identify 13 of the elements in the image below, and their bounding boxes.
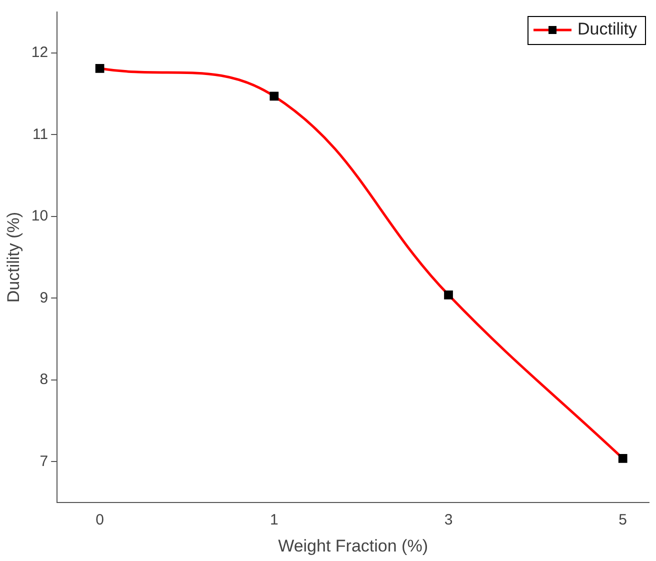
x-axis-title: Weight Fraction (%) [278, 536, 428, 556]
y-tick-label: 9 [40, 289, 48, 306]
y-tick-label: 10 [31, 208, 48, 225]
legend-label: Ductility [577, 20, 638, 39]
x-tick-label: 1 [270, 512, 278, 529]
y-tick-label: 7 [40, 452, 48, 470]
y-axis-title: Ductility (%) [4, 212, 23, 303]
x-tick-label: 0 [96, 512, 104, 529]
y-tick-label: 8 [40, 371, 48, 388]
y-tick-label: 11 [32, 126, 48, 143]
y-tick-label: 12 [31, 44, 48, 62]
x-tick-label: 3 [444, 512, 453, 529]
x-tick-label: 5 [618, 512, 628, 529]
